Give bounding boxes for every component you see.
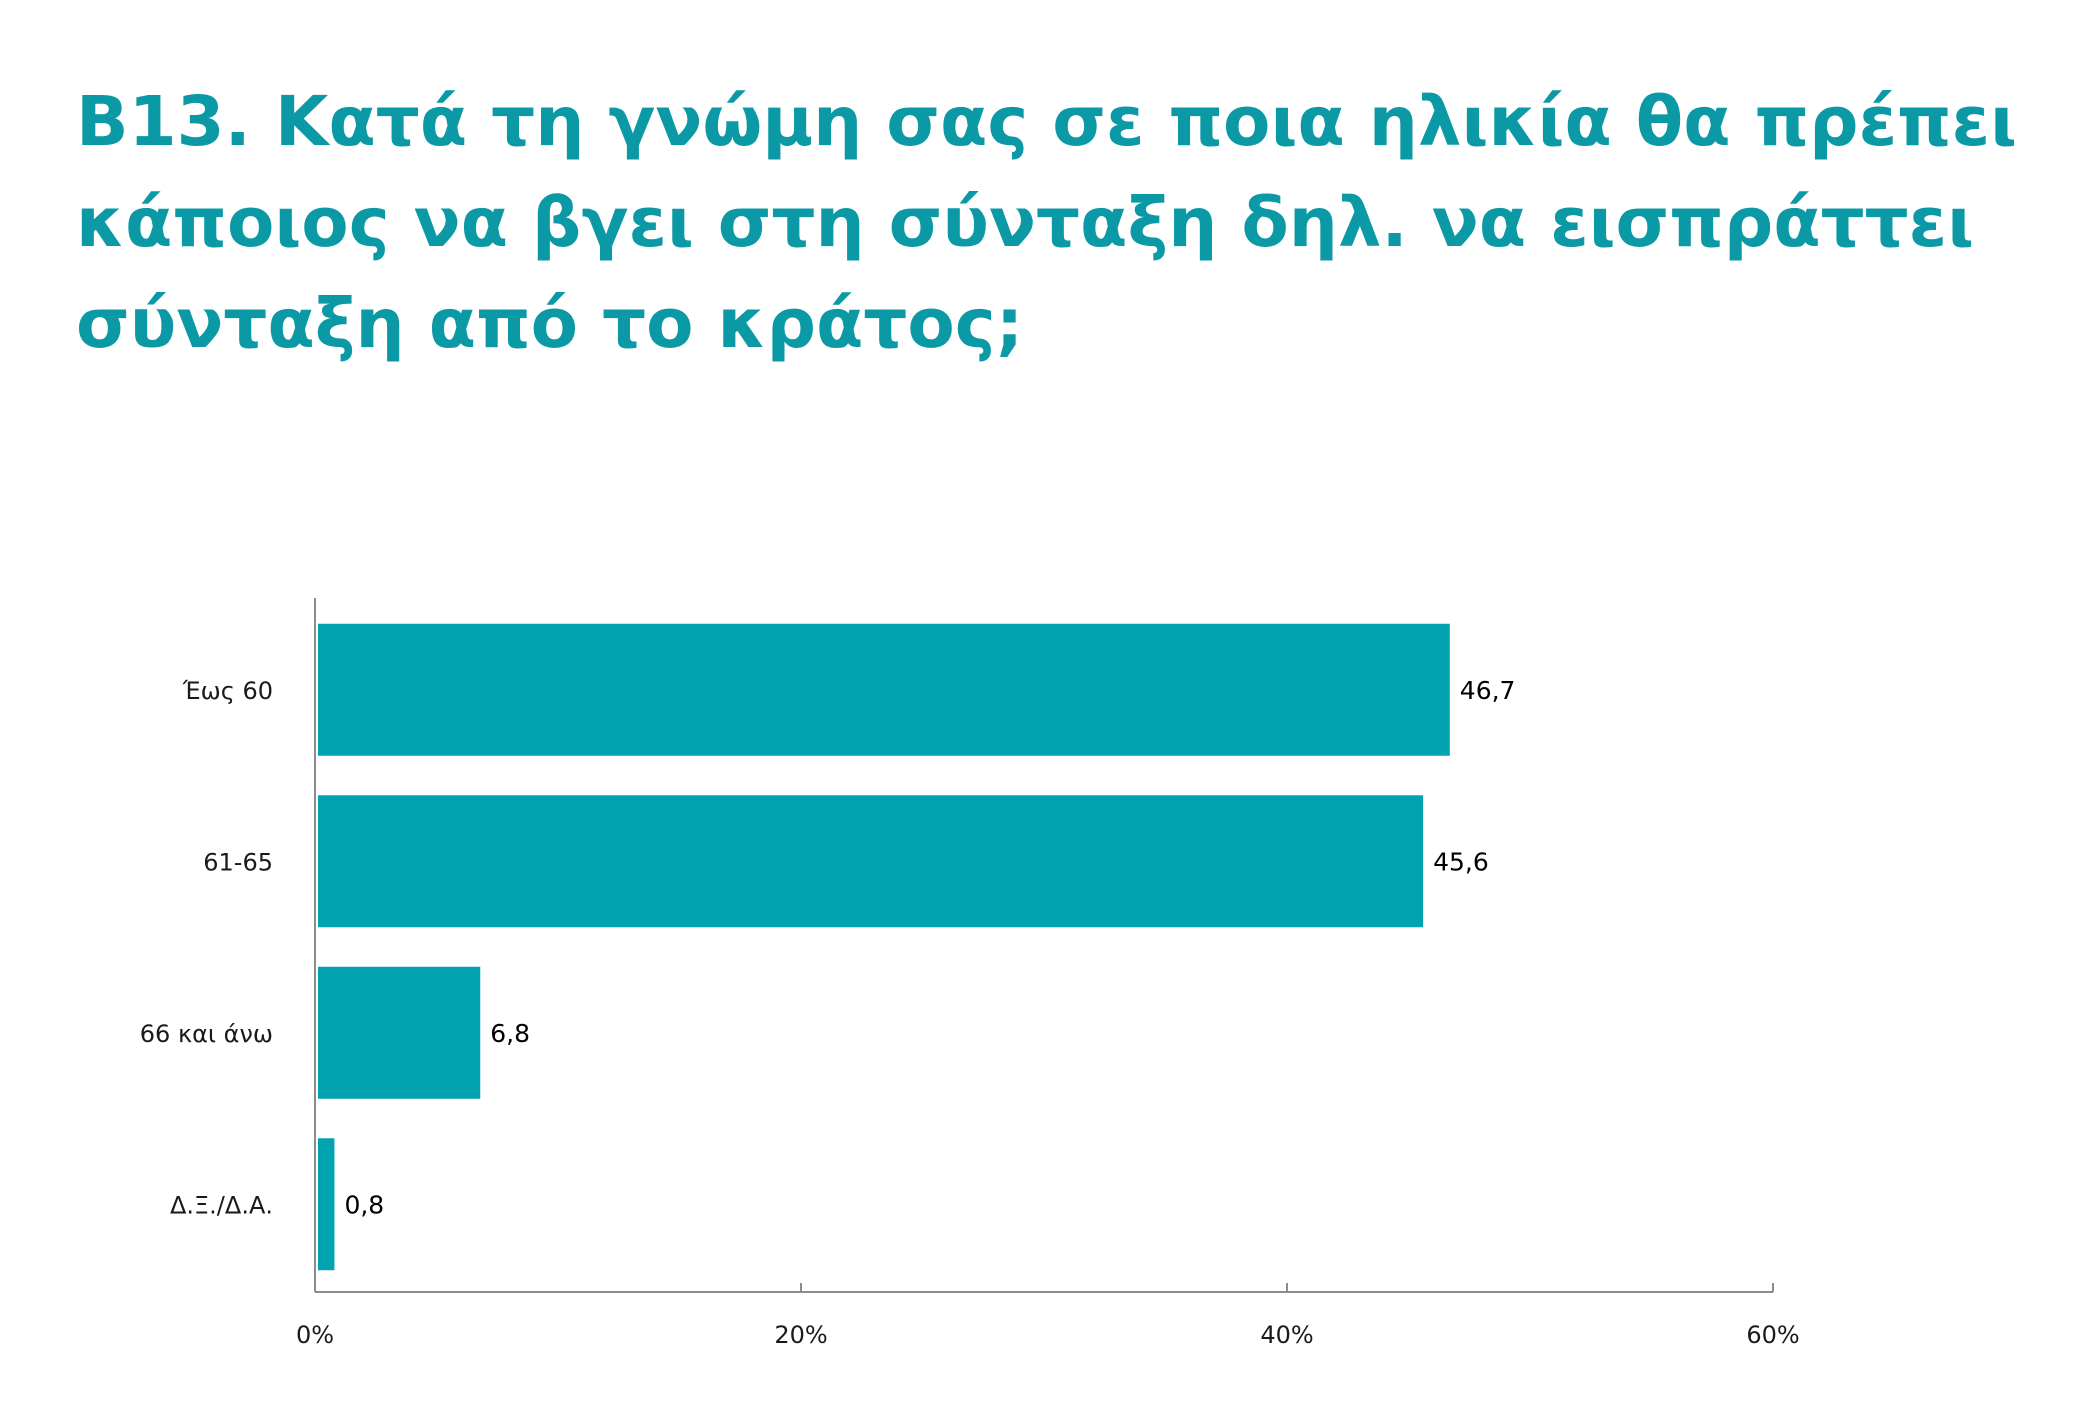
bar	[318, 1138, 335, 1271]
category-label: Δ.Ξ./Δ.Α.	[170, 1191, 273, 1219]
data-label: 6,8	[490, 1019, 530, 1048]
category-label: 61-65	[203, 848, 273, 876]
bar	[318, 966, 481, 1099]
data-label: 46,7	[1460, 676, 1516, 705]
labels-layer: 46,7 Έως 60 45,6 61-65 6,8 66 και άνω 0,8 Δ.Ξ./…	[140, 676, 1800, 1349]
x-tick-label: 40%	[1260, 1321, 1313, 1349]
x-tick-label: 0%	[296, 1321, 334, 1349]
axis-layer	[314, 598, 1774, 1293]
bars-layer	[318, 623, 1450, 1271]
category-label: 66 και άνω	[140, 1020, 273, 1048]
bar	[318, 623, 1450, 756]
x-tick-label: 60%	[1746, 1321, 1799, 1349]
chart-title: B13. Κατά τη γνώμη σας σε ποια ηλικία θα…	[76, 82, 2017, 364]
data-label: 45,6	[1433, 847, 1489, 876]
data-label: 0,8	[344, 1190, 384, 1219]
bar	[318, 795, 1424, 928]
category-label: Έως 60	[182, 677, 273, 705]
x-tick-label: 20%	[774, 1321, 827, 1349]
